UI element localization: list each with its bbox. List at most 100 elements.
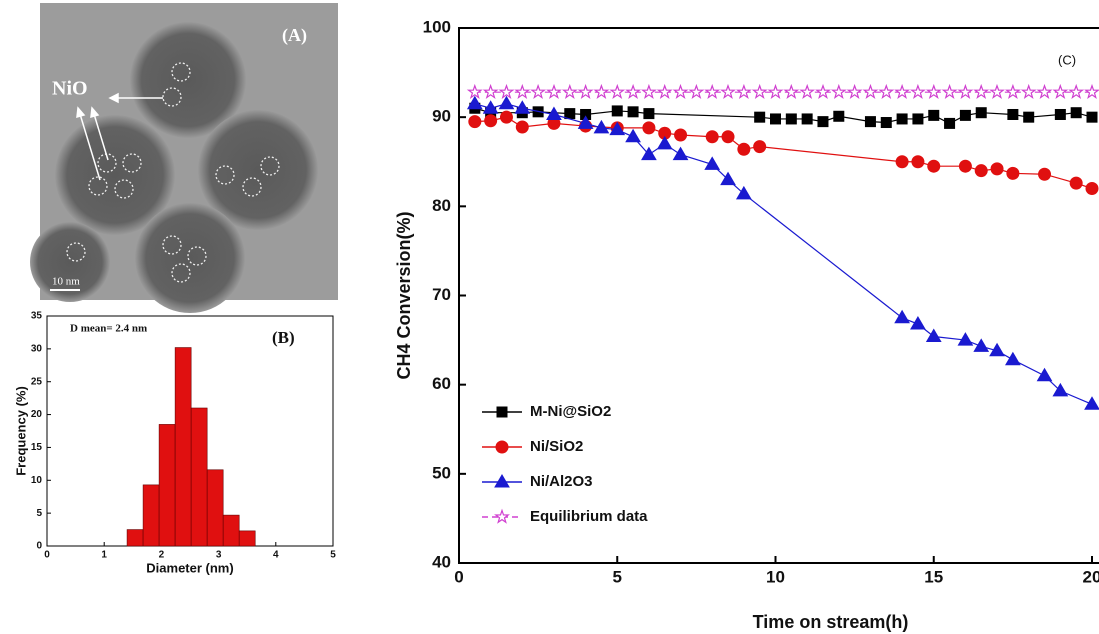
marker: [769, 86, 781, 98]
y-tick-label: 90: [432, 107, 451, 126]
y-tick-label: 0: [36, 541, 42, 552]
marker: [722, 86, 734, 98]
marker: [754, 86, 766, 98]
marker: [1086, 86, 1098, 98]
panel-label: (B): [272, 328, 295, 347]
marker: [499, 97, 513, 109]
marker: [959, 86, 971, 98]
marker: [628, 107, 638, 117]
bar: [207, 470, 223, 546]
marker: [1023, 86, 1035, 98]
marker: [897, 114, 907, 124]
marker: [706, 131, 718, 143]
marker: [706, 86, 718, 98]
marker: [960, 110, 970, 120]
marker: [945, 118, 955, 128]
y-tick-label: 70: [432, 285, 451, 304]
legend-label: Equilibrium data: [530, 508, 648, 525]
marker: [943, 86, 955, 98]
marker: [959, 160, 971, 172]
marker: [1038, 369, 1052, 381]
x-axis-label: Diameter (nm): [146, 560, 233, 575]
marker: [785, 86, 797, 98]
marker: [548, 86, 560, 98]
marker: [1007, 86, 1019, 98]
particle: [135, 203, 245, 313]
marker: [674, 86, 686, 98]
bar: [159, 424, 175, 546]
marker: [500, 86, 512, 98]
tem-image: 10 nm (A) NiO: [30, 3, 338, 313]
x-tick-label: 4: [273, 550, 279, 561]
marker: [896, 86, 908, 98]
marker: [675, 129, 687, 141]
marker: [1086, 183, 1098, 195]
x-tick-label: 0: [44, 550, 50, 561]
marker: [880, 86, 892, 98]
y-tick-label: 5: [36, 508, 42, 519]
marker: [643, 86, 655, 98]
marker: [1070, 177, 1082, 189]
bar: [223, 515, 239, 546]
marker: [643, 122, 655, 134]
marker: [565, 109, 575, 119]
legend-label: Ni/SiO2: [530, 438, 583, 455]
marker: [1087, 112, 1097, 122]
marker: [834, 111, 844, 121]
bar: [143, 485, 159, 546]
marker: [896, 156, 908, 168]
marker: [579, 86, 591, 98]
legend-label: M-Ni@SiO2: [530, 403, 611, 420]
marker: [659, 86, 671, 98]
marker: [612, 106, 622, 116]
marker: [928, 86, 940, 98]
x-tick-label: 3: [216, 550, 222, 561]
marker: [864, 86, 876, 98]
marker: [913, 114, 923, 124]
marker: [848, 86, 860, 98]
marker: [627, 86, 639, 98]
marker: [801, 86, 813, 98]
marker: [881, 118, 891, 128]
annotation: D mean= 2.4 nm: [70, 323, 147, 335]
x-tick-label: 10: [766, 567, 785, 586]
marker: [1007, 167, 1019, 179]
marker: [644, 109, 654, 119]
bar: [175, 348, 191, 546]
marker: [1070, 86, 1082, 98]
marker: [485, 86, 497, 98]
marker: [469, 116, 481, 128]
marker: [738, 143, 750, 155]
y-tick-label: 80: [432, 196, 451, 215]
marker: [532, 86, 544, 98]
y-tick-label: 35: [31, 311, 43, 322]
scale-bar-label: 10 nm: [52, 276, 80, 288]
y-axis-label: CH4 Conversion(%): [394, 211, 414, 379]
x-tick-label: 5: [330, 550, 336, 561]
marker: [1038, 86, 1050, 98]
legend-marker: [497, 407, 507, 417]
y-tick-label: 30: [31, 343, 43, 354]
marker: [1024, 112, 1034, 122]
marker: [1071, 108, 1081, 118]
marker: [658, 137, 672, 149]
figure: 10 nm (A) NiO 01234505101520253035Diamet…: [0, 0, 1099, 634]
x-axis-label: Time on stream(h): [753, 612, 909, 632]
marker: [1039, 168, 1051, 180]
marker: [929, 110, 939, 120]
marker: [1085, 397, 1099, 409]
marker: [690, 86, 702, 98]
y-tick-label: 20: [31, 409, 43, 420]
y-tick-label: 10: [31, 475, 43, 486]
marker: [485, 115, 497, 127]
panel-label: (A): [282, 25, 307, 46]
marker: [1006, 353, 1020, 365]
marker: [974, 339, 988, 351]
panel-label: (C): [1058, 52, 1076, 67]
marker: [928, 160, 940, 172]
marker: [991, 86, 1003, 98]
marker: [865, 117, 875, 127]
x-tick-label: 20: [1083, 567, 1099, 586]
x-tick-label: 2: [159, 550, 165, 561]
marker: [895, 311, 909, 323]
